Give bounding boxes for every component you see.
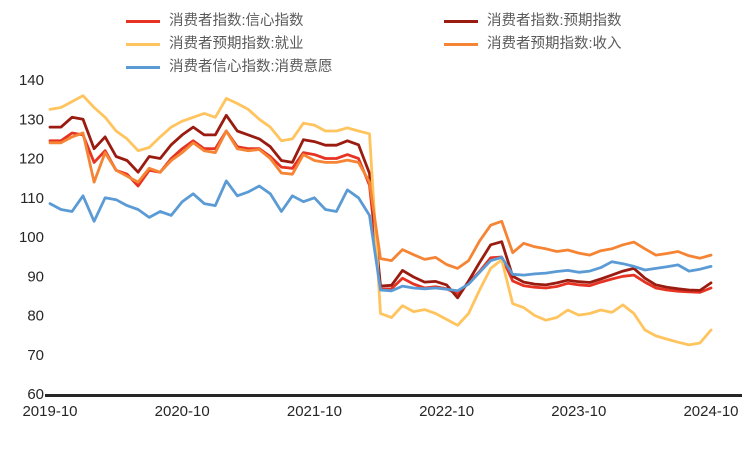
legend-swatch-icon (444, 42, 478, 46)
x-tick-label: 2020-10 (155, 403, 210, 420)
series-line-4 (48, 179, 713, 293)
y-tick-label: 60 (27, 386, 44, 403)
y-tick-label: 110 (20, 190, 44, 207)
y-tick-label: 130 (19, 111, 44, 128)
series-line-1 (48, 113, 713, 300)
legend-item-4: 消费者信心指数:消费意愿 (126, 58, 444, 76)
x-tick-label: 2023-10 (551, 403, 606, 420)
x-tick-label: 2022-10 (419, 403, 474, 420)
y-tick-label: 120 (19, 151, 44, 168)
legend-item-1: 消费者指数:预期指数 (444, 12, 622, 30)
x-tick-label: 2021-10 (287, 403, 342, 420)
legend-swatch-icon (444, 19, 478, 23)
legend-label: 消费者指数:信心指数 (169, 13, 304, 29)
chart-legend: 消费者指数:信心指数 消费者指数:预期指数消费者预期指数:就业 消费者预期指数:收入… (126, 12, 622, 76)
y-tick-label: 100 (19, 229, 44, 246)
x-tick-label: 2019-10 (22, 403, 77, 420)
y-tick-label: 140 (19, 72, 44, 89)
legend-swatch-icon (126, 19, 160, 23)
legend-swatch-icon (126, 42, 160, 46)
legend-item-0: 消费者指数:信心指数 (126, 12, 444, 30)
legend-label: 消费者信心指数:消费意愿 (169, 59, 333, 75)
legend-item-2: 消费者预期指数:就业 (126, 35, 444, 53)
y-tick-label: 80 (27, 308, 44, 325)
series-line-2 (48, 94, 713, 347)
y-tick-label: 70 (27, 347, 44, 364)
y-tick-label: 90 (27, 268, 44, 285)
legend-label: 消费者指数:预期指数 (487, 13, 622, 29)
legend-label: 消费者预期指数:收入 (487, 36, 622, 52)
legend-item-3: 消费者预期指数:收入 (444, 35, 622, 53)
x-tick-label: 2024-10 (683, 403, 738, 420)
legend-swatch-icon (126, 65, 160, 69)
series-line-3 (48, 129, 713, 270)
legend-label: 消费者预期指数:就业 (169, 36, 304, 52)
